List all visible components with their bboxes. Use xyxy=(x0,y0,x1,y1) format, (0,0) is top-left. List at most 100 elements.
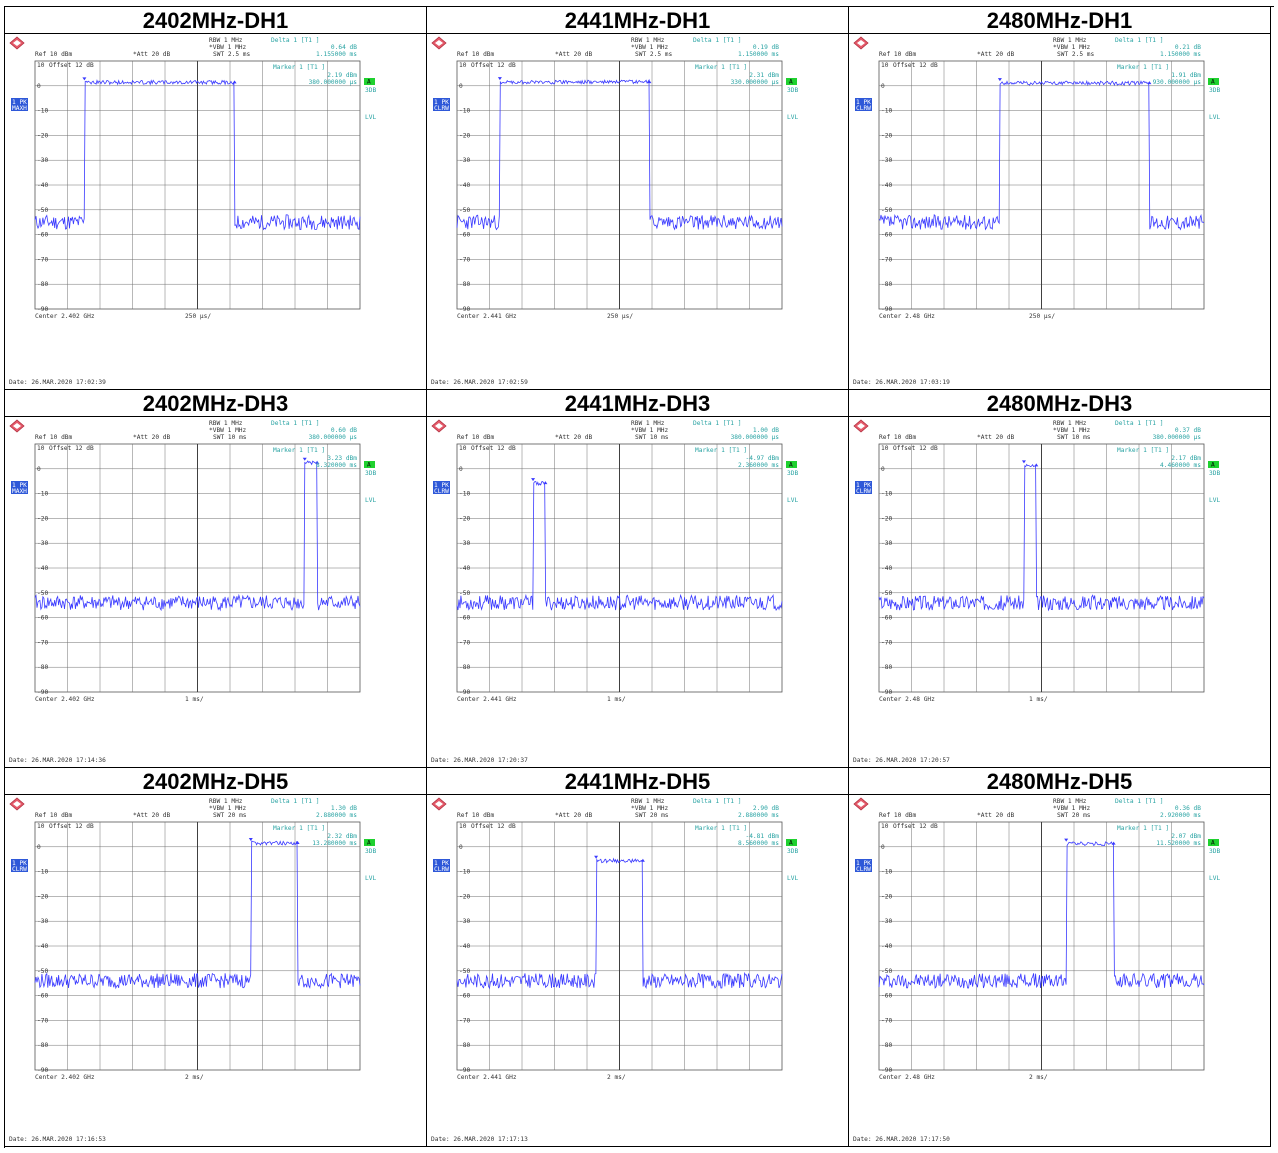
rs-logo-icon xyxy=(431,797,447,811)
delta-value: 2.90 dB xyxy=(753,805,779,812)
rs-logo-icon xyxy=(9,797,25,811)
marker-label: Marker 1 [T1 ] xyxy=(695,825,747,832)
y-tick-label: -80 xyxy=(881,664,892,671)
swt-label: SWT 2.5 ms xyxy=(1057,51,1095,58)
delta-time: 380.000000 µs xyxy=(1153,434,1202,441)
a-indicator xyxy=(786,78,797,85)
lvl-label: LVL xyxy=(365,497,376,504)
a-indicator xyxy=(1208,461,1219,468)
y-tick-label: -70 xyxy=(37,639,48,646)
y-tick-label: -10 xyxy=(881,869,892,876)
lvl-label: LVL xyxy=(787,114,798,121)
marker-label: Marker 1 [T1 ] xyxy=(1117,825,1169,832)
swt-label: SWT 10 ms xyxy=(1057,434,1091,441)
attenuation-label: *Att 20 dB xyxy=(133,51,171,58)
y-tick-label: -30 xyxy=(37,540,48,547)
attenuation-label: *Att 20 dB xyxy=(977,812,1015,819)
delta-value: 0.37 dB xyxy=(1175,427,1201,434)
marker-1 xyxy=(302,457,307,461)
chart-title: 2441MHz-DH1 xyxy=(427,7,848,34)
trace-badge-line1: 1 PK xyxy=(12,482,27,489)
trace-line xyxy=(878,79,1205,231)
vbw-label: *VBW 1 MHz xyxy=(209,805,247,812)
trace-badge-line1: 1 PK xyxy=(12,860,27,867)
trace-mode-badge xyxy=(11,481,28,494)
marker-time: 8.560000 ms xyxy=(738,840,779,847)
y-tick-label: -80 xyxy=(881,281,892,288)
ref-level-label: Ref 10 dBm xyxy=(457,812,495,819)
y-tick-label: -50 xyxy=(881,590,892,597)
rs-logo-icon xyxy=(431,36,447,50)
time-per-division-label: 250 µs/ xyxy=(1029,313,1055,320)
marker-label: Marker 1 [T1 ] xyxy=(273,447,325,454)
center-frequency-label: Center 2.402 GHz xyxy=(35,696,95,703)
y-tick-label: -40 xyxy=(881,565,892,572)
lvl-label: LVL xyxy=(787,875,798,882)
delta-label: Delta 1 [T1 ] xyxy=(1115,37,1163,44)
trace-mode-badge xyxy=(11,859,28,872)
a-indicator xyxy=(786,461,797,468)
date-label: Date: 26.MAR.2020 17:20:57 xyxy=(853,757,950,764)
trace-mode-badge xyxy=(433,859,450,872)
delta-value: 1.30 dB xyxy=(331,805,357,812)
a-indicator-label: A xyxy=(789,462,793,469)
rbw-label: RBW 1 MHz xyxy=(1053,798,1087,805)
center-frequency-label: Center 2.48 GHz xyxy=(879,696,935,703)
3db-label: 3DB xyxy=(365,470,376,477)
y-tick-label: -90 xyxy=(37,1067,48,1074)
y-tick-label: -50 xyxy=(881,207,892,214)
y-tick-label: -90 xyxy=(459,689,470,696)
trace-line xyxy=(34,460,361,612)
date-label: Date: 26.MAR.2020 17:02:39 xyxy=(9,379,106,386)
y-tick-label: -10 xyxy=(37,108,48,115)
trace-badge-line1: 1 PK xyxy=(856,860,871,867)
y-tick-label: 0 xyxy=(37,466,41,473)
y-tick-label: -20 xyxy=(881,132,892,139)
y-tick-label: -80 xyxy=(459,664,470,671)
delta-value: 0.36 dB xyxy=(1175,805,1201,812)
y-tick-label: -60 xyxy=(459,993,470,1000)
marker-value: -4.81 dBm xyxy=(745,833,779,840)
delta-marker xyxy=(647,80,652,84)
y-tick-label: -20 xyxy=(881,893,892,900)
y-tick-label: -90 xyxy=(37,689,48,696)
chart-cell: 2402MHz-DH1 RBW 1 MHz *VBW 1 MHz SWT 2.5 ms… xyxy=(5,7,427,390)
trace-badge-line1: 1 PK xyxy=(434,482,449,489)
a-indicator-label: A xyxy=(1211,840,1215,847)
y-tick-label: 0 xyxy=(881,844,885,851)
time-per-division-label: 250 µs/ xyxy=(607,313,633,320)
y-tick-label: -50 xyxy=(881,968,892,975)
marker-1 xyxy=(1064,838,1069,842)
trace-mode-badge xyxy=(855,481,872,494)
attenuation-label: *Att 20 dB xyxy=(555,812,593,819)
y-tick-label: -40 xyxy=(37,182,48,189)
delta-label: Delta 1 [T1 ] xyxy=(1115,798,1163,805)
y-tick-label: -30 xyxy=(37,157,48,164)
3db-label: 3DB xyxy=(787,848,798,855)
y-tick-label: 0 xyxy=(37,83,41,90)
marker-value: 2.17 dBm xyxy=(1171,455,1201,462)
delta-marker xyxy=(232,80,237,84)
ref-level-label: Ref 10 dBm xyxy=(35,51,73,58)
delta-label: Delta 1 [T1 ] xyxy=(693,420,741,427)
a-indicator-label: A xyxy=(367,79,371,86)
swt-label: SWT 20 ms xyxy=(213,812,247,819)
rbw-label: RBW 1 MHz xyxy=(631,798,665,805)
delta-time: 1.150000 ms xyxy=(1160,51,1201,58)
vbw-label: *VBW 1 MHz xyxy=(1053,427,1091,434)
vbw-label: *VBW 1 MHz xyxy=(631,805,669,812)
top-level-label: 10 xyxy=(881,823,889,830)
rs-logo-icon xyxy=(9,36,25,50)
top-level-label: 10 xyxy=(459,62,467,69)
y-tick-label: -20 xyxy=(37,515,48,522)
y-tick-label: -80 xyxy=(37,281,48,288)
y-tick-label: -50 xyxy=(459,207,470,214)
y-tick-label: -20 xyxy=(459,893,470,900)
attenuation-label: *Att 20 dB xyxy=(133,812,171,819)
marker-1 xyxy=(531,478,536,482)
lvl-label: LVL xyxy=(787,497,798,504)
